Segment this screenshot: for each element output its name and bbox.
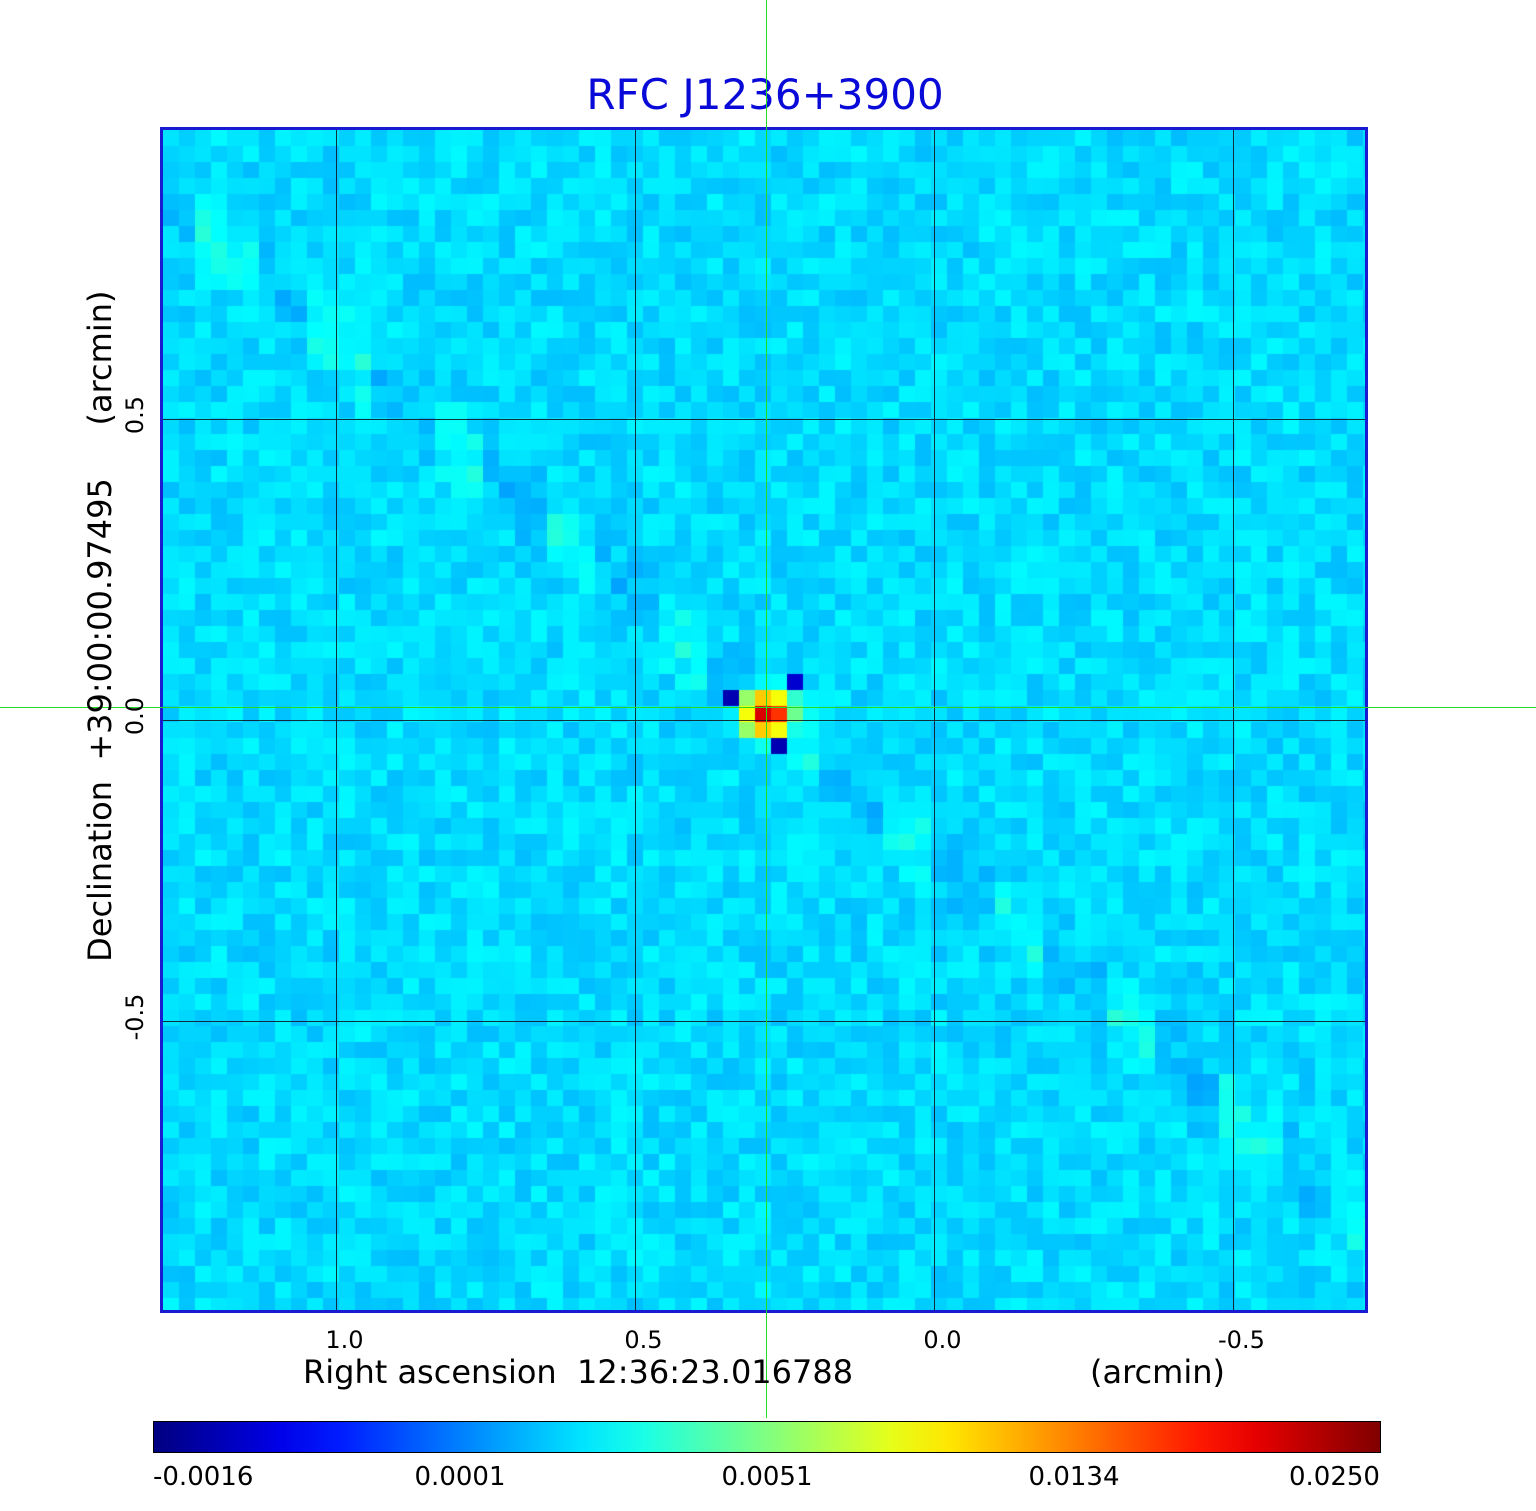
y-tick-label: 0.5 (121, 395, 149, 435)
colorbar-tick-label: -0.0016 (153, 1462, 254, 1492)
x-tick-label: -0.5 (1218, 1326, 1265, 1354)
grid-line-y-2 (163, 1021, 1365, 1023)
grid-line-y-1 (163, 720, 1365, 721)
image-frame (160, 127, 1368, 1313)
plot-title: RFC J1236+3900 (586, 70, 944, 119)
y-axis-unit: (arcmin) (81, 290, 119, 426)
x-tick-label: 0.0 (923, 1326, 962, 1354)
colorbar-tick-label: 0.0250 (1289, 1462, 1380, 1492)
colorbar-tick-label: 0.0001 (414, 1462, 506, 1492)
y-axis-label: Declination +39:00:00.97495 (81, 478, 119, 962)
grid-line-y-0 (163, 418, 1365, 420)
x-tick-label: 0.5 (624, 1326, 663, 1354)
colorbar-tick-label: 0.0051 (721, 1462, 813, 1492)
y-tick-label: -0.5 (121, 993, 149, 1041)
colorbar-tick-label: 0.0134 (1028, 1462, 1120, 1492)
crosshair-horizontal (0, 707, 1536, 708)
x-axis-unit: (arcmin) (1090, 1353, 1225, 1391)
colorbar (153, 1421, 1381, 1453)
crosshair-vertical (766, 0, 767, 1418)
x-tick-label: 1.0 (325, 1326, 364, 1354)
x-axis-label: Right ascension 12:36:23.016788 (303, 1353, 854, 1391)
y-tick-label: 0.0 (121, 696, 149, 736)
